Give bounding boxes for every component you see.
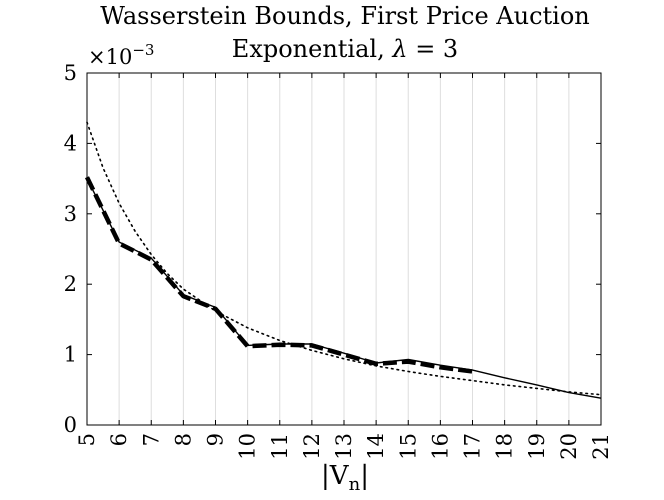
y-tick-label-1: 1 — [64, 343, 77, 367]
x-tick-label-11: 11 — [268, 433, 292, 460]
chart-title: Wasserstein Bounds, First Price Auction — [100, 2, 589, 30]
chart-subtitle-prefix: Exponential, — [232, 35, 393, 63]
chart-subtitle-suffix: = 3 — [408, 35, 459, 63]
x-tick-label-19: 19 — [525, 433, 549, 460]
x-tick-label-14: 14 — [364, 433, 388, 460]
x-tick-label-12: 12 — [300, 433, 324, 460]
y-tick-label-0: 0 — [64, 413, 77, 437]
x-tick-label-16: 16 — [428, 433, 452, 460]
grid-lines — [118, 73, 570, 425]
x-axis-label-main: |V — [321, 461, 350, 491]
y-axis-exponent-power: −3 — [132, 41, 154, 59]
x-tick-label-8: 8 — [171, 433, 195, 446]
x-tick-label-7: 7 — [139, 433, 163, 446]
x-tick-label-13: 13 — [332, 433, 356, 460]
x-tick-label-17: 17 — [461, 433, 485, 460]
x-tick-label-9: 9 — [204, 433, 228, 446]
y-tick-label-2: 2 — [64, 272, 77, 296]
x-tick-label-21: 21 — [589, 433, 613, 460]
x-tick-label-18: 18 — [493, 433, 517, 460]
chart-subtitle-symbol: λ — [391, 35, 407, 63]
y-axis-exponent-base: ×10 — [88, 45, 132, 69]
x-tick-label-10: 10 — [236, 433, 260, 460]
x-axis-label: |Vn| — [321, 461, 369, 495]
y-tick-label-5: 5 — [64, 61, 77, 85]
series-line-dotted — [86, 121, 602, 396]
y-tick-label-3: 3 — [64, 202, 77, 226]
x-axis-label-end: | — [360, 461, 369, 491]
series-lines — [84, 121, 602, 399]
chart-subtitle: Exponential, λ = 3 — [232, 35, 458, 63]
x-axis-label-sub: n — [349, 474, 361, 495]
x-tick-label-20: 20 — [557, 433, 581, 460]
x-tick-label-6: 6 — [107, 433, 131, 446]
x-tick-label-15: 15 — [396, 433, 420, 460]
x-tick-label-5: 5 — [75, 433, 99, 446]
y-axis-exponent: ×10−3 — [88, 41, 154, 69]
series-line-dashed — [84, 176, 473, 374]
y-tick-label-4: 4 — [64, 131, 77, 155]
